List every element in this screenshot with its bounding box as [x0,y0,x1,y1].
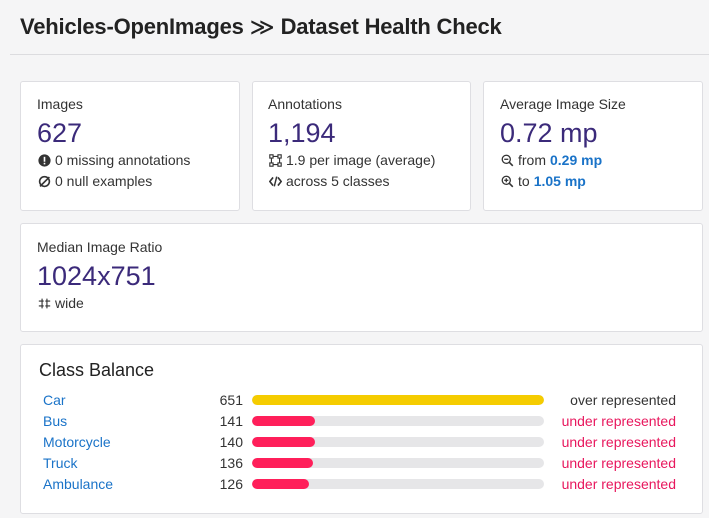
ban-icon [37,175,51,189]
annotations-count: 1,194 [268,118,336,148]
class-bar-track [252,437,544,447]
classes-row: across 5 classes [268,173,455,190]
per-image-row: 1.9 per image (average) [268,152,455,169]
average-size-label: Average Image Size [500,96,626,112]
size-from-prefix: from [518,152,546,168]
class-bar-track [252,416,544,426]
class-row: Truck 136 under represented [21,454,702,472]
code-icon [268,175,282,189]
class-count: 141 [219,413,243,429]
median-ratio-label: Median Image Ratio [37,239,163,255]
class-name-link[interactable]: Car [43,392,66,408]
size-to-row: to 1.05 mp [500,173,686,190]
zoom-in-icon [500,175,514,189]
class-row: Motorcycle 140 under represented [21,433,702,451]
class-status: under represented [561,413,676,429]
median-ratio-card: Median Image Ratio 1024x751 wide [20,223,703,332]
wide-ratio-icon [37,297,51,311]
annotations-card: Annotations 1,194 1.9 per image (average… [252,81,471,211]
null-examples-row: 0 null examples [37,173,223,190]
class-row: Ambulance 126 under represented [21,475,702,493]
per-image-text: 1.9 per image (average) [286,152,436,168]
zoom-out-icon [500,154,514,168]
class-count: 651 [219,392,243,408]
class-bar-track [252,395,544,405]
class-status: over represented [570,392,676,408]
class-bar-fill [252,479,309,489]
class-status: under represented [561,476,676,492]
class-row: Car 651 over represented [21,391,702,409]
class-status: under represented [561,434,676,450]
bounding-box-icon [268,154,282,168]
breadcrumb-project[interactable]: Vehicles-OpenImages [20,14,244,39]
annotations-label: Annotations [268,96,342,112]
average-size-value: 0.72 mp [500,118,598,148]
page-title: Vehicles-OpenImages ≫ Dataset Health Che… [20,13,502,42]
images-card: Images 627 0 missing annotations 0 null … [20,81,240,211]
size-from-value[interactable]: 0.29 mp [550,152,603,168]
class-count: 136 [219,455,243,471]
images-label: Images [37,96,83,112]
breadcrumb-page: Dataset Health Check [280,14,502,39]
median-ratio-value: 1024x751 [37,261,156,291]
class-name-link[interactable]: Motorcycle [43,434,111,450]
class-balance-card: Class Balance Car 651 over represented Bus 1… [20,344,703,514]
class-bar-fill [252,416,316,426]
class-count: 126 [219,476,243,492]
page-header: Vehicles-OpenImages ≫ Dataset Health Che… [10,0,709,55]
images-count: 627 [37,118,83,148]
size-to-value[interactable]: 1.05 mp [533,173,586,189]
ratio-orientation-text: wide [55,295,84,311]
exclamation-circle-icon [37,154,51,168]
size-from-row: from 0.29 mp [500,152,686,169]
class-balance-title: Class Balance [39,360,155,380]
class-name-link[interactable]: Bus [43,413,68,429]
class-bar-fill [252,458,313,468]
ratio-orientation-row: wide [37,295,686,312]
class-name-link[interactable]: Truck [43,455,78,471]
missing-annotations-row: 0 missing annotations [37,152,223,169]
class-row: Bus 141 under represented [21,412,702,430]
missing-annotations-text: 0 missing annotations [55,152,191,168]
class-bar-fill [252,395,544,405]
class-status: under represented [561,455,676,471]
size-to-prefix: to [518,173,530,189]
classes-text: across 5 classes [286,173,390,189]
class-bar-track [252,479,544,489]
breadcrumb-separator-icon: ≫ [249,13,275,41]
average-size-card: Average Image Size 0.72 mp from 0.29 mp … [483,81,703,211]
class-bar-fill [252,437,315,447]
null-examples-text: 0 null examples [55,173,153,189]
class-bar-track [252,458,544,468]
class-count: 140 [219,434,243,450]
class-name-link[interactable]: Ambulance [43,476,114,492]
